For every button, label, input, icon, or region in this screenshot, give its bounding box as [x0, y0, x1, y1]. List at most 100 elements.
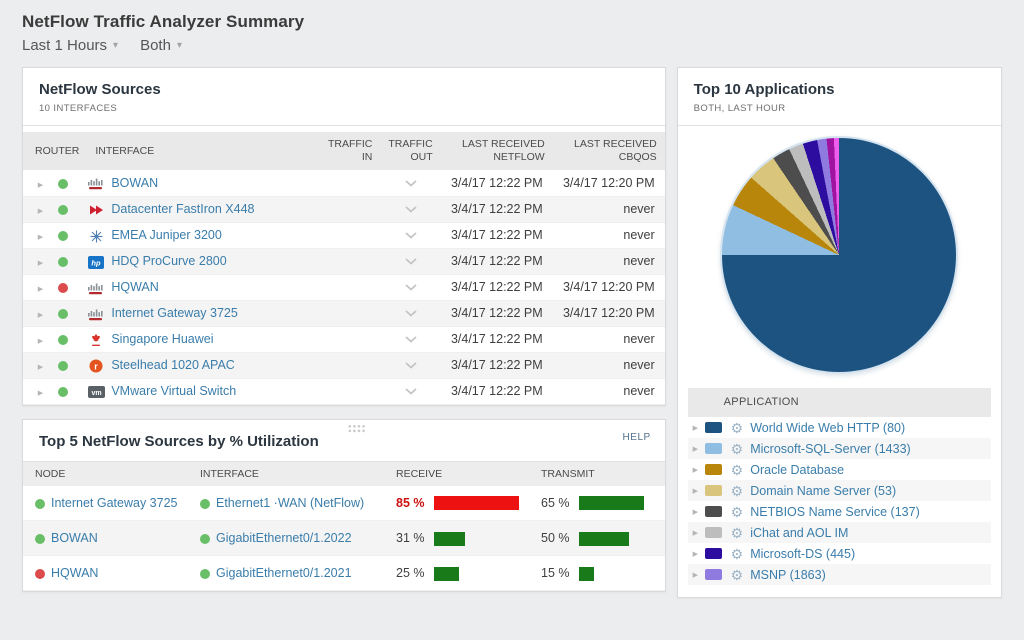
top10-pie[interactable]: [720, 136, 959, 374]
expand-arrow-icon[interactable]: ▶: [37, 390, 44, 398]
expand-arrow-icon[interactable]: ▶: [692, 466, 699, 474]
netflow-source-row: ▶ hp HDQ ProCurve 2800 3/4/17 12:22 PM never: [23, 248, 665, 275]
gear-icon[interactable]: ⚙: [730, 545, 744, 562]
expand-arrow-icon[interactable]: ▶: [37, 182, 44, 189]
column-traffic-in[interactable]: TRAFFIC IN: [320, 132, 381, 171]
router-link[interactable]: Steelhead 1020 APAC: [111, 357, 235, 372]
node-link[interactable]: BOWAN: [51, 531, 98, 546]
top5-row: BOWAN GigabitEthernet0/1.2022 31 % 50 %: [23, 520, 665, 556]
application-link[interactable]: Microsoft-DS (445): [750, 546, 856, 561]
column-node[interactable]: NODE: [23, 461, 188, 486]
node-status-icon: [35, 498, 45, 509]
expand-arrow-icon[interactable]: ▶: [37, 208, 44, 216]
traffic-dropdown-chevron-icon[interactable]: [404, 202, 417, 216]
expand-arrow-icon[interactable]: ▶: [37, 364, 44, 372]
traffic-dropdown-chevron-icon[interactable]: [404, 176, 417, 190]
netflow-sources-header-row: ROUTER INTERFACE TRAFFIC IN TRAFFIC OUT …: [23, 132, 665, 171]
gear-icon[interactable]: ⚙: [730, 440, 744, 457]
expand-arrow-icon[interactable]: ▶: [692, 571, 699, 579]
node-link[interactable]: Internet Gateway 3725: [51, 496, 178, 510]
column-interface[interactable]: INTERFACE: [188, 461, 384, 486]
application-link[interactable]: MSNP (1863): [750, 567, 826, 582]
column-traffic-out[interactable]: TRAFFIC OUT: [380, 132, 441, 171]
expand-arrow-icon[interactable]: ▶: [37, 286, 44, 294]
legend-row: ▶ ⚙ MSNP (1863): [687, 564, 991, 585]
cisco-icon: [87, 280, 105, 294]
expand-arrow-icon[interactable]: ▶: [692, 445, 699, 453]
application-link[interactable]: Domain Name Server (53): [750, 483, 897, 498]
application-link[interactable]: iChat and AOL IM: [750, 525, 849, 540]
gear-icon[interactable]: ⚙: [730, 524, 744, 541]
column-transmit[interactable]: TRANSMIT: [529, 461, 665, 486]
interface-link[interactable]: GigabitEthernet0/1.2021: [216, 566, 352, 581]
traffic-dropdown-chevron-icon[interactable]: [404, 280, 417, 294]
router-link[interactable]: Datacenter FastIron X448: [111, 201, 255, 216]
help-link[interactable]: HELP: [622, 431, 651, 443]
netflow-sources-title: NetFlow Sources: [39, 81, 161, 98]
application-link[interactable]: Microsoft-SQL-Server (1433): [750, 441, 911, 456]
direction-filter[interactable]: Both ▾: [140, 37, 182, 54]
interface-link[interactable]: GigabitEthernet0/1.2022: [216, 531, 352, 546]
netflow-source-row: ▶ Datacenter FastIron X448 3/4/17 12:22 PM…: [23, 196, 665, 223]
traffic-dropdown-chevron-icon[interactable]: [404, 384, 417, 398]
expand-arrow-icon[interactable]: ▶: [692, 550, 699, 558]
expand-arrow-icon[interactable]: ▶: [37, 234, 44, 242]
node-status-icon: [35, 568, 45, 579]
riverbed-icon: r: [87, 358, 105, 373]
router-link[interactable]: HDQ ProCurve 2800: [111, 253, 227, 268]
column-last-received-netflow[interactable]: LAST RECEIVED NETFLOW: [440, 132, 553, 171]
receive-bar: [434, 566, 459, 581]
cisco-icon: [87, 176, 105, 190]
expand-arrow-icon[interactable]: ▶: [37, 312, 44, 320]
gear-icon[interactable]: ⚙: [730, 566, 744, 583]
expand-arrow-icon[interactable]: ▶: [692, 508, 699, 516]
legend-row: ▶ ⚙ iChat and AOL IM: [687, 522, 991, 543]
expand-arrow-icon[interactable]: ▶: [692, 424, 699, 432]
router-link[interactable]: BOWAN: [111, 175, 159, 190]
expand-arrow-icon[interactable]: ▶: [692, 529, 699, 537]
last-received-cbqos: never: [623, 202, 655, 217]
transmit-value: 65 %: [541, 495, 570, 510]
interface-link[interactable]: Ethernet1 ·WAN (NetFlow): [216, 496, 365, 510]
gear-icon[interactable]: ⚙: [730, 482, 744, 499]
last-received-netflow: 3/4/17 12:22 PM: [450, 306, 543, 321]
expand-arrow-icon[interactable]: ▶: [37, 338, 44, 346]
traffic-dropdown-chevron-icon[interactable]: [404, 332, 417, 346]
last-received-cbqos: never: [623, 254, 655, 269]
expand-arrow-icon[interactable]: ▶: [692, 487, 699, 495]
traffic-dropdown-chevron-icon[interactable]: [404, 254, 417, 268]
traffic-dropdown-chevron-icon[interactable]: [404, 306, 417, 320]
column-router[interactable]: ROUTER: [23, 132, 88, 171]
transmit-bar: [579, 566, 594, 581]
drag-handle-icon[interactable]: [347, 423, 367, 433]
expand-arrow-icon[interactable]: ▶: [37, 260, 44, 268]
column-last-received-cbqos[interactable]: LAST RECEIVED CBQOS: [552, 132, 665, 171]
juniper-icon: [87, 228, 105, 243]
receive-bar: [434, 531, 465, 546]
router-link[interactable]: EMEA Juniper 3200: [111, 227, 222, 242]
gear-icon[interactable]: ⚙: [730, 503, 744, 520]
node-link[interactable]: HQWAN: [51, 566, 99, 581]
router-link[interactable]: HQWAN: [111, 279, 159, 294]
application-color-swatch: [704, 506, 722, 517]
time-range-value: Last 1 Hours: [22, 37, 108, 54]
router-link[interactable]: VMware Virtual Switch: [111, 383, 237, 398]
top10-subtitle: BOTH, LAST HOUR: [693, 103, 786, 114]
router-link[interactable]: Singapore Huawei: [111, 331, 214, 346]
column-interface[interactable]: INTERFACE: [87, 132, 321, 171]
column-receive[interactable]: RECEIVE: [384, 461, 529, 486]
gear-icon[interactable]: ⚙: [730, 461, 744, 478]
receive-value: 85 %: [396, 495, 425, 510]
netflow-sources-header: NetFlow Sources 10 INTERFACES: [23, 68, 665, 126]
netflow-sources-table: ROUTER INTERFACE TRAFFIC IN TRAFFIC OUT …: [23, 132, 665, 405]
traffic-dropdown-chevron-icon[interactable]: [404, 228, 417, 242]
traffic-dropdown-chevron-icon[interactable]: [404, 358, 417, 372]
time-range-filter[interactable]: Last 1 Hours ▾: [22, 37, 118, 54]
top5-header-row: NODE INTERFACE RECEIVE TRANSMIT: [23, 461, 665, 486]
application-link[interactable]: World Wide Web HTTP (80): [750, 420, 906, 435]
gear-icon[interactable]: ⚙: [730, 419, 744, 436]
router-link[interactable]: Internet Gateway 3725: [111, 305, 238, 320]
legend-row: ▶ ⚙ Microsoft-SQL-Server (1433): [687, 438, 991, 459]
application-link[interactable]: NETBIOS Name Service (137): [750, 504, 920, 519]
application-link[interactable]: Oracle Database: [750, 462, 845, 477]
